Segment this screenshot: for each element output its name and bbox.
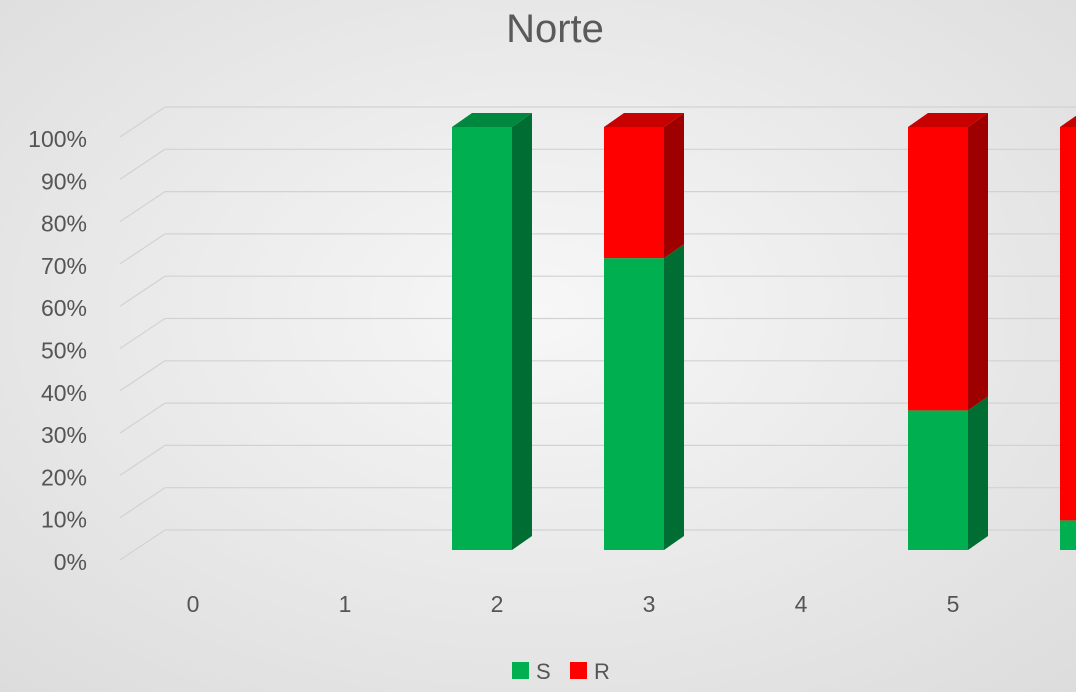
legend-swatch <box>570 662 587 679</box>
bar-segment-r <box>908 113 988 411</box>
bar-side <box>968 396 988 550</box>
y-tick-label: 100% <box>28 126 87 152</box>
bar-top <box>1060 115 1076 127</box>
x-tick-label: 5 <box>947 591 960 617</box>
gridline-diagonal <box>119 487 166 519</box>
x-tick-label: 0 <box>187 591 200 617</box>
legend-item-s: S <box>512 659 551 684</box>
x-tick-label: 4 <box>795 591 808 617</box>
gridline-diagonal <box>119 148 166 180</box>
bars <box>452 113 1076 550</box>
bar-side <box>968 113 988 411</box>
y-tick-label: 70% <box>41 253 87 279</box>
bar-segment-r <box>1060 127 1076 521</box>
x-tick-label: 1 <box>339 591 352 617</box>
bar-front <box>1060 127 1076 521</box>
gridline-diagonal <box>119 233 166 265</box>
legend-item-r: R <box>570 659 610 684</box>
bar-segment-r <box>604 113 684 259</box>
gridline-diagonal <box>119 402 166 434</box>
y-tick-label: 30% <box>41 422 87 448</box>
gridline-diagonal <box>119 444 166 476</box>
y-tick-label: 20% <box>41 464 87 490</box>
y-tick-label: 80% <box>41 211 87 237</box>
gridline-diagonal <box>119 275 166 307</box>
bar-front <box>908 410 968 550</box>
gridline-diagonal <box>119 360 166 392</box>
legend-label: R <box>594 659 610 684</box>
bar-top <box>604 113 684 127</box>
bar-segment-s <box>908 396 988 550</box>
bar-segment-s <box>604 244 684 550</box>
bar-front <box>452 127 512 550</box>
bar-front <box>908 127 968 411</box>
gridline-diagonal <box>119 318 166 349</box>
bar-front <box>604 258 664 550</box>
bar-front <box>604 127 664 259</box>
y-tick-label: 0% <box>54 549 87 575</box>
bar-segment-s <box>1060 520 1076 550</box>
bar-front <box>1060 520 1076 550</box>
bar-top <box>908 113 988 127</box>
legend-swatch <box>512 662 529 679</box>
gridline-diagonal <box>119 191 166 223</box>
y-tick-label: 90% <box>41 168 87 194</box>
bar-side <box>512 113 532 550</box>
bar-side <box>664 244 684 550</box>
y-axis-tick-labels: 0% 10% 20% 30% 40% 50% 60% 70% 80% 90% 100% <box>28 126 87 575</box>
chart-title: Norte <box>506 7 604 51</box>
bar-segment-s <box>452 113 532 550</box>
gridline-diagonal <box>119 529 166 561</box>
x-axis-tick-labels: 0 1 2 3 4 5 <box>187 591 960 617</box>
gridline-diagonal <box>119 106 166 138</box>
bar-side <box>664 113 684 259</box>
y-tick-label: 60% <box>41 295 87 321</box>
x-tick-label: 2 <box>491 591 504 617</box>
x-tick-label: 3 <box>643 591 656 617</box>
bar-top <box>452 113 532 127</box>
y-tick-label: 40% <box>41 380 87 406</box>
legend-label: S <box>536 659 551 684</box>
y-tick-label: 50% <box>41 338 87 364</box>
y-tick-label: 10% <box>41 507 87 533</box>
